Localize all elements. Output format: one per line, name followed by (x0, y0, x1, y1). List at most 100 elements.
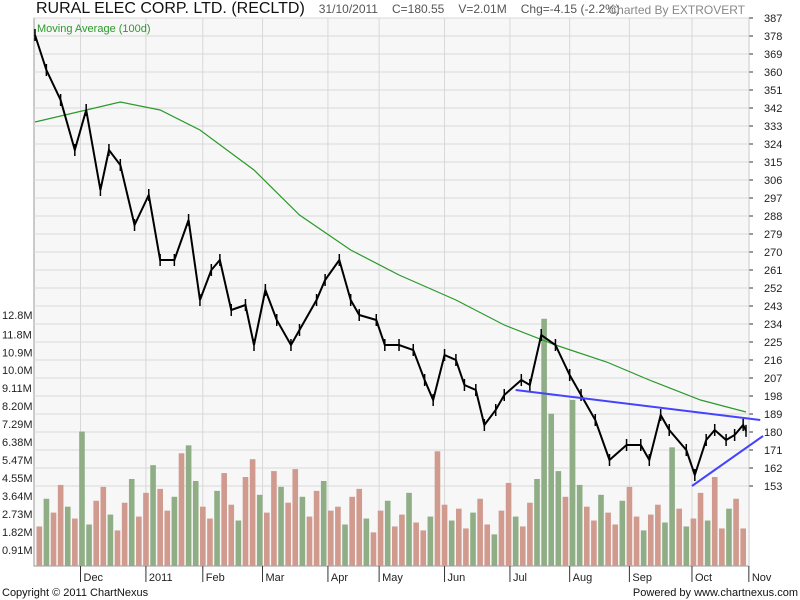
volume-bar (164, 510, 171, 566)
volume-bar (356, 488, 363, 566)
volume-tick-label: 11.8M (2, 330, 32, 342)
volume-tick-label: 2.73M (2, 509, 33, 521)
price-tick-label: 252 (764, 283, 782, 295)
month-label: Oct (695, 572, 712, 584)
volume-bar (647, 514, 654, 566)
volume-bar (427, 516, 434, 566)
volume-bar (498, 510, 505, 566)
volume-bar (576, 484, 583, 566)
trendline (691, 435, 764, 487)
volume-tick-label: 5.47M (2, 455, 33, 467)
volume-bar (384, 500, 391, 566)
volume-bar (100, 486, 107, 566)
price-tick-label: 243 (764, 301, 782, 313)
price-tick-label: 288 (764, 211, 782, 223)
volume-bar (50, 512, 57, 566)
volume-bar (697, 492, 704, 566)
volume-bar (605, 512, 611, 566)
volume-bar (271, 471, 277, 566)
volume-bar (676, 508, 683, 566)
price-tick-label: 171 (764, 445, 782, 457)
month-label: Jul (513, 572, 527, 584)
trendline (515, 389, 761, 421)
volume-tick-label: 12.8M (2, 310, 33, 322)
volume-bar (128, 478, 135, 566)
volume-bar (413, 522, 419, 566)
volume-bar (313, 490, 320, 566)
volume-bar (441, 504, 448, 566)
volume-tick-label: 6.38M (2, 437, 33, 449)
volume-bar (548, 413, 555, 566)
volume-bar (214, 490, 220, 566)
volume-bar (399, 514, 405, 566)
volume-tick-label: 8.20M (2, 401, 33, 413)
price-tick-label: 324 (764, 139, 782, 151)
volume-bar (655, 504, 661, 566)
volume-bar (583, 506, 590, 566)
volume-bar (491, 534, 498, 566)
volume-bar (740, 528, 746, 566)
volume-bar (477, 498, 483, 566)
volume-bar (519, 526, 526, 566)
volume-bar (192, 480, 199, 566)
price-tick-label: 153 (764, 481, 782, 493)
price-tick-label: 306 (764, 175, 782, 187)
volume-bar (178, 453, 185, 566)
volume-tick-label: 1.82M (2, 527, 33, 539)
volume-bar (249, 459, 256, 566)
volume-bar (527, 502, 533, 566)
month-label: Dec (84, 572, 104, 584)
copyright: Copyright © 2011 ChartNexus (2, 587, 149, 599)
volume-bar (455, 508, 462, 566)
month-label: Aug (573, 572, 593, 584)
volume-bar (392, 526, 398, 566)
volume-bar (150, 465, 156, 566)
volume-bar (72, 518, 78, 566)
volume-bar (406, 492, 412, 566)
volume-bar (242, 477, 249, 566)
volume-bar (370, 532, 377, 566)
volume-tick-label: 10.0M (2, 365, 33, 377)
volume-bar (335, 506, 341, 566)
volume-bar (93, 500, 99, 566)
volume-bar (264, 512, 270, 566)
price-tick-label: 270 (764, 247, 782, 259)
volume-bar (363, 518, 370, 566)
price-tick-label: 333 (764, 121, 782, 133)
volume-bar (420, 530, 427, 566)
volume-bar (306, 516, 313, 566)
quote-change: Chg=-4.15 (-2.2%) (520, 2, 620, 16)
volume-bar (328, 510, 334, 566)
volume-bar (377, 510, 384, 566)
month-label: Mar (266, 572, 285, 584)
price-line (34, 34, 747, 479)
powered-by-link[interactable]: Powered by www.chartnexus.com (632, 587, 798, 599)
quote-date: 31/10/2011 (318, 2, 378, 16)
chart-title: RURAL ELEC CORP. LTD. (RECLTD) (36, 0, 305, 17)
volume-bar (171, 496, 178, 566)
volume-bar (669, 447, 675, 566)
volume-bar (463, 528, 469, 566)
plot-area (33, 17, 750, 567)
volume-bar (612, 524, 619, 566)
legend-moving-average: Moving Average (100d) (37, 23, 151, 35)
volume-bar (57, 484, 64, 566)
month-label: Apr (331, 572, 348, 584)
moving-average-line (34, 101, 747, 413)
volume-bar (114, 530, 121, 566)
price-tick-label: 360 (764, 67, 782, 79)
volume-bar (200, 506, 206, 566)
volume-bar (107, 514, 114, 566)
volume-bar (342, 524, 348, 566)
volume-bar (633, 516, 640, 566)
volume-bar (86, 524, 92, 566)
price-tick-label: 207 (764, 373, 782, 385)
volume-bar (207, 518, 213, 566)
price-tick-label: 297 (764, 193, 782, 205)
volume-tick-label: 9.11M (2, 383, 32, 395)
month-label: Nov (752, 572, 772, 584)
price-tick-label: 387 (764, 13, 782, 25)
volume-bar (484, 524, 491, 566)
volume-bar (43, 498, 50, 566)
volume-bar (569, 399, 576, 566)
